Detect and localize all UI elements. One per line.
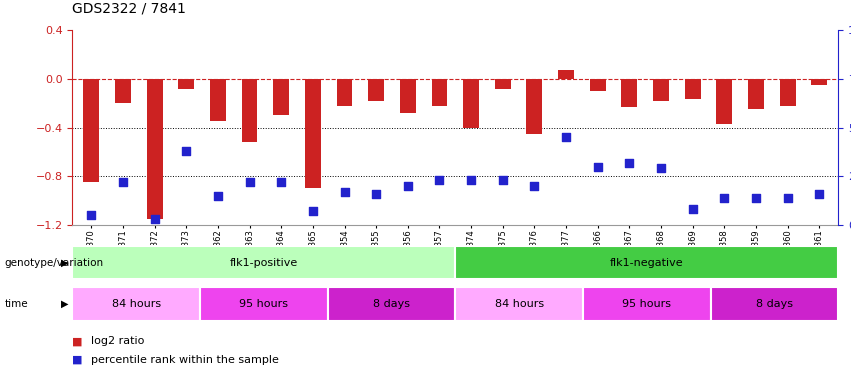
Point: [559, 134, 573, 140]
Bar: [179, 79, 194, 88]
Point: [243, 179, 256, 185]
Bar: [711, 287, 838, 321]
Bar: [527, 79, 542, 134]
Bar: [273, 79, 289, 116]
Bar: [210, 79, 226, 122]
Text: ■: ■: [72, 336, 83, 346]
Point: [813, 191, 826, 197]
Bar: [200, 287, 328, 321]
Bar: [72, 246, 455, 279]
Bar: [337, 79, 352, 106]
Bar: [305, 79, 321, 188]
Point: [623, 160, 637, 166]
Point: [148, 216, 162, 222]
Text: 8 days: 8 days: [373, 299, 410, 309]
Bar: [83, 79, 100, 182]
Text: log2 ratio: log2 ratio: [91, 336, 145, 346]
Bar: [115, 79, 131, 103]
Bar: [717, 79, 732, 124]
Bar: [455, 246, 838, 279]
Text: ■: ■: [72, 355, 83, 365]
Point: [780, 195, 794, 201]
Bar: [242, 79, 258, 142]
Point: [749, 195, 762, 201]
Point: [180, 148, 193, 154]
Bar: [146, 79, 163, 219]
Bar: [494, 79, 511, 88]
Bar: [328, 287, 455, 321]
Bar: [558, 70, 574, 79]
Text: 95 hours: 95 hours: [239, 299, 288, 309]
Bar: [400, 79, 416, 113]
Point: [274, 179, 288, 185]
Text: 95 hours: 95 hours: [622, 299, 671, 309]
Bar: [590, 79, 606, 91]
Text: flk1-negative: flk1-negative: [610, 258, 683, 267]
Text: 8 days: 8 days: [756, 299, 793, 309]
Point: [432, 177, 446, 183]
Point: [84, 212, 98, 218]
Text: ▶: ▶: [60, 258, 68, 267]
Bar: [780, 79, 796, 106]
Text: 84 hours: 84 hours: [111, 299, 161, 309]
Bar: [811, 79, 827, 85]
Text: genotype/variation: genotype/variation: [4, 258, 103, 267]
Point: [591, 164, 604, 170]
Text: ▶: ▶: [60, 299, 68, 309]
Text: 84 hours: 84 hours: [494, 299, 544, 309]
Point: [211, 193, 225, 199]
Point: [369, 191, 383, 197]
Point: [338, 189, 351, 195]
Bar: [621, 79, 637, 107]
Point: [465, 177, 478, 183]
Text: GDS2322 / 7841: GDS2322 / 7841: [72, 1, 186, 15]
Point: [306, 209, 320, 214]
Point: [686, 206, 700, 212]
Bar: [748, 79, 764, 109]
Text: time: time: [4, 299, 28, 309]
Point: [496, 177, 510, 183]
Bar: [455, 287, 583, 321]
Bar: [431, 79, 448, 106]
Point: [117, 179, 130, 185]
Point: [401, 183, 414, 189]
Bar: [463, 79, 479, 128]
Bar: [653, 79, 669, 101]
Bar: [72, 287, 200, 321]
Bar: [583, 287, 711, 321]
Point: [654, 165, 668, 171]
Text: percentile rank within the sample: percentile rank within the sample: [91, 355, 279, 365]
Text: flk1-positive: flk1-positive: [230, 258, 298, 267]
Point: [528, 183, 541, 189]
Point: [717, 195, 731, 201]
Bar: [685, 79, 700, 99]
Bar: [368, 79, 384, 101]
